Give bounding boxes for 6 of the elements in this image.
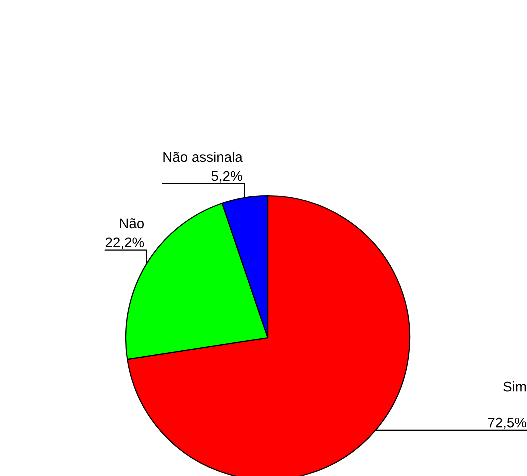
slice-label: Não assinala xyxy=(164,152,243,162)
data-label: 72,5% xyxy=(488,418,527,430)
data-label: 5,2% xyxy=(212,171,242,183)
data-label: 22,2% xyxy=(106,238,144,250)
slice-label: Sim xyxy=(504,382,526,392)
slice-label: Não xyxy=(120,218,144,229)
